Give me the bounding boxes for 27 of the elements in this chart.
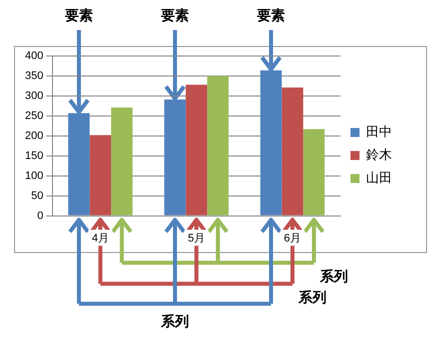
y-tick-label: 300 [24,90,44,102]
y-tick-label: 50 [31,190,44,202]
bar [282,88,304,216]
y-tick-label: 250 [24,110,44,122]
y-tick-label: 400 [24,50,44,62]
x-tick-label: 5月 [188,232,205,244]
y-tick-label: 100 [24,170,44,182]
legend-label: 田中 [366,124,392,140]
bar [111,108,133,216]
y-tick-label: 350 [24,70,44,82]
y-tick-label: 200 [24,130,44,142]
legend-label: 山田 [366,170,392,186]
text: 系列 [297,290,326,306]
x-tick-label: 4月 [92,232,109,244]
x-tick-label: 6月 [284,232,302,244]
legend-label: 鈴木 [366,147,392,162]
annotation: 要素 [160,8,189,24]
bar [90,135,112,216]
text: 系列 [160,314,189,330]
annotation: 要素 [256,8,286,24]
annotation: 要素 [64,8,93,24]
text: 系列 [318,268,348,285]
bar [303,129,325,216]
bar [207,76,229,216]
bar [186,84,208,216]
y-tick-label: 150 [24,150,44,162]
y-tick-label: 0 [37,210,44,222]
